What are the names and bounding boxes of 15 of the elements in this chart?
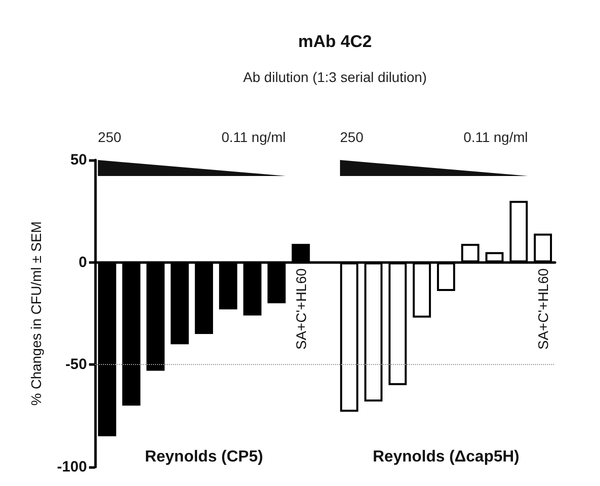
y-tick-label: -100 [56,458,87,476]
y-axis-title: % Changes in CFU/ml ± SEM [28,221,44,406]
y-tick-label: -50 [65,356,87,374]
annotation: Reynolds (Δcap5H) [372,448,520,466]
text: 250 [98,129,122,145]
chart-title: mAb 4C2 [298,32,372,51]
y-tick-label: 50 [70,152,87,168]
text: 250 [340,129,364,145]
annotation: Reynolds (CP5) [144,448,264,466]
y-tick-label: 0 [78,254,87,271]
x-tick-label: SA+C'+HL60 [292,268,309,350]
text: 0.11 ng/ml [221,129,286,145]
x-tick-label: SA+C'+HL60 [534,268,551,350]
chart-subtitle: Ab dilution (1:3 serial dilution) [243,69,427,85]
text: 0.11 ng/ml [464,129,528,145]
